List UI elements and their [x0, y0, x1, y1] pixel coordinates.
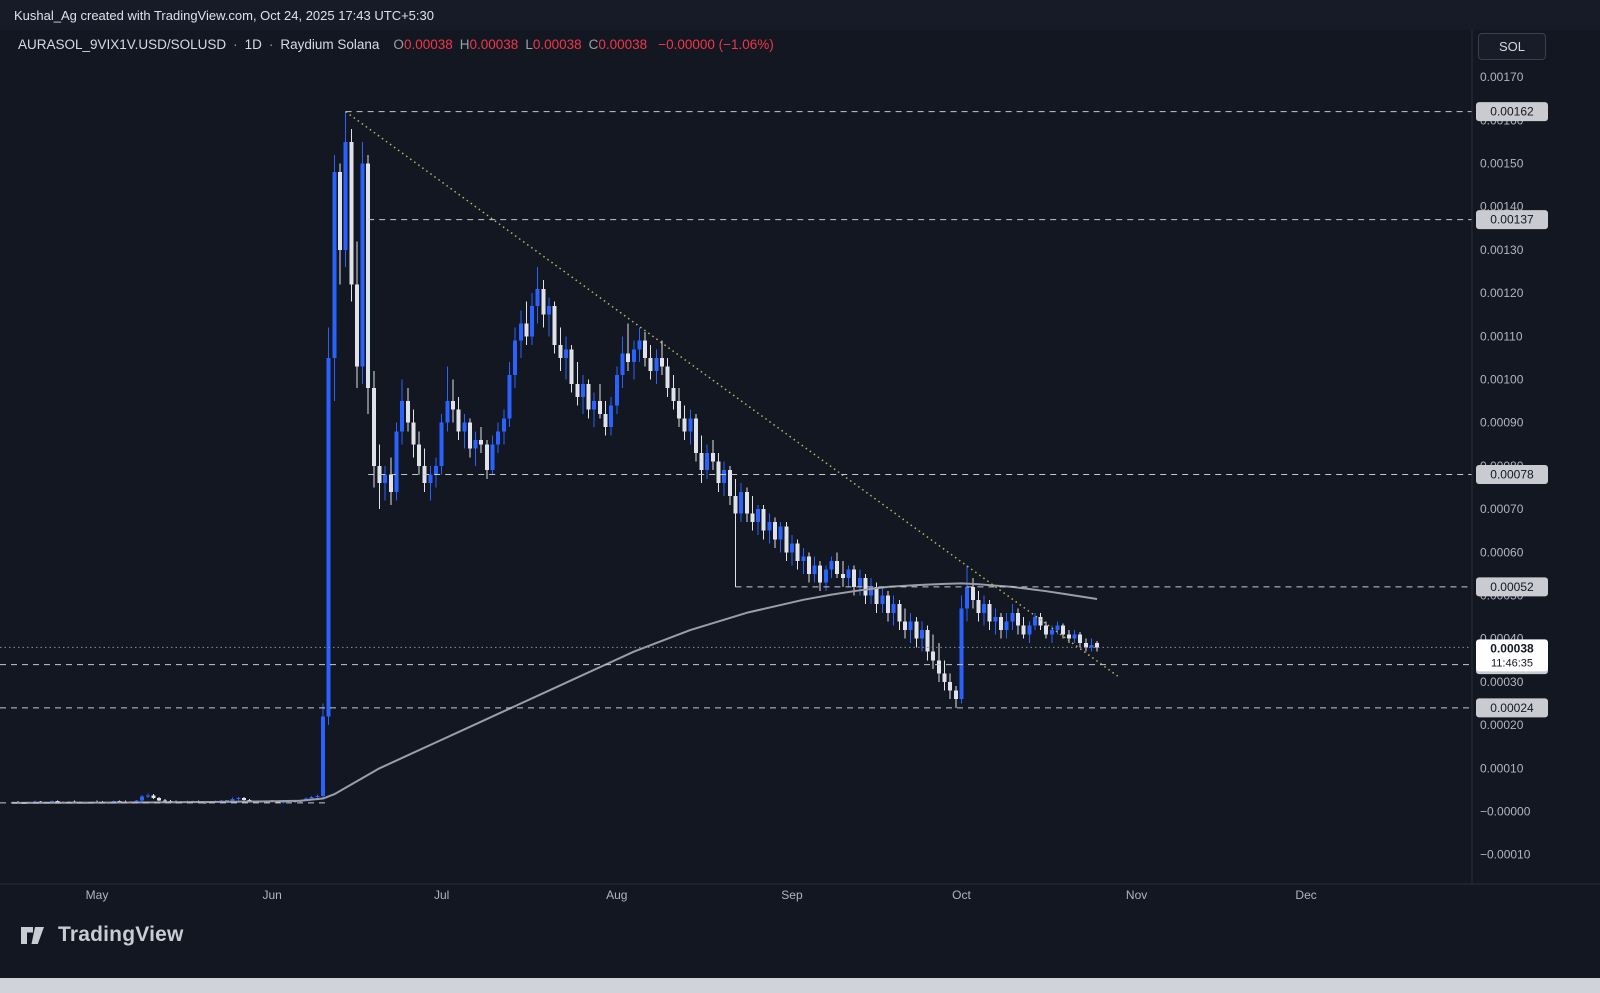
ohlc-open: O0.00038: [393, 37, 453, 52]
svg-text:0.00162: 0.00162: [1490, 105, 1534, 119]
attribution-bar: Kushal_Ag created with TradingView.com, …: [0, 0, 1600, 30]
svg-text:0.00070: 0.00070: [1480, 502, 1524, 516]
svg-text:0.00137: 0.00137: [1490, 213, 1534, 227]
ohlc-low: L0.00038: [525, 37, 582, 52]
svg-text:0.00078: 0.00078: [1490, 468, 1534, 482]
svg-text:0.00052: 0.00052: [1490, 580, 1534, 594]
bottom-strip: [0, 978, 1600, 993]
tradingview-logo[interactable]: TradingView: [18, 920, 184, 950]
separator-dot: ·: [268, 37, 274, 52]
svg-text:0.00010: 0.00010: [1480, 761, 1524, 775]
separator-dot: ·: [233, 37, 238, 52]
currency-toggle-button[interactable]: SOL: [1478, 33, 1546, 60]
ohlc-high: H0.00038: [459, 37, 519, 52]
svg-text:0.00170: 0.00170: [1480, 70, 1524, 84]
svg-text:0.00110: 0.00110: [1480, 329, 1523, 343]
exchange-label: Raydium Solana: [280, 37, 380, 52]
svg-text:Jul: Jul: [434, 888, 449, 902]
ohlc-close: C0.00038: [588, 37, 648, 52]
svg-text:0.00030: 0.00030: [1480, 675, 1524, 689]
svg-text:0.00020: 0.00020: [1480, 718, 1524, 732]
svg-text:0.00120: 0.00120: [1480, 286, 1524, 300]
svg-text:Dec: Dec: [1295, 888, 1316, 902]
svg-text:Aug: Aug: [606, 888, 627, 902]
svg-text:0.00038: 0.00038: [1490, 641, 1534, 655]
price-change: −0.00000 (−1.06%): [658, 37, 774, 52]
tradingview-logo-text: TradingView: [58, 923, 184, 946]
svg-text:0.00130: 0.00130: [1480, 243, 1524, 257]
tradingview-logo-icon: [21, 927, 44, 944]
symbol-title[interactable]: AURASOL_9VIX1V.USD/SOLUSD: [18, 37, 227, 52]
svg-text:0.00150: 0.00150: [1480, 157, 1524, 171]
svg-text:11:46:35: 11:46:35: [1491, 657, 1533, 669]
svg-text:0.00060: 0.00060: [1480, 545, 1524, 559]
svg-text:Oct: Oct: [952, 888, 971, 902]
svg-text:Nov: Nov: [1126, 888, 1147, 902]
svg-text:May: May: [86, 888, 109, 902]
svg-text:−0.00000: −0.00000: [1480, 805, 1531, 819]
chart-legend[interactable]: AURASOL_9VIX1V.USD/SOLUSD · 1D · Raydium…: [18, 37, 774, 52]
svg-text:0.00024: 0.00024: [1490, 701, 1534, 715]
attribution-text: Kushal_Ag created with TradingView.com, …: [14, 7, 434, 23]
svg-text:Jun: Jun: [262, 888, 281, 902]
svg-text:0.00090: 0.00090: [1480, 416, 1524, 430]
svg-text:−0.00010: −0.00010: [1480, 848, 1531, 862]
svg-text:0.00100: 0.00100: [1480, 373, 1524, 387]
interval-label[interactable]: 1D: [244, 37, 262, 52]
svg-text:Sep: Sep: [781, 888, 803, 902]
